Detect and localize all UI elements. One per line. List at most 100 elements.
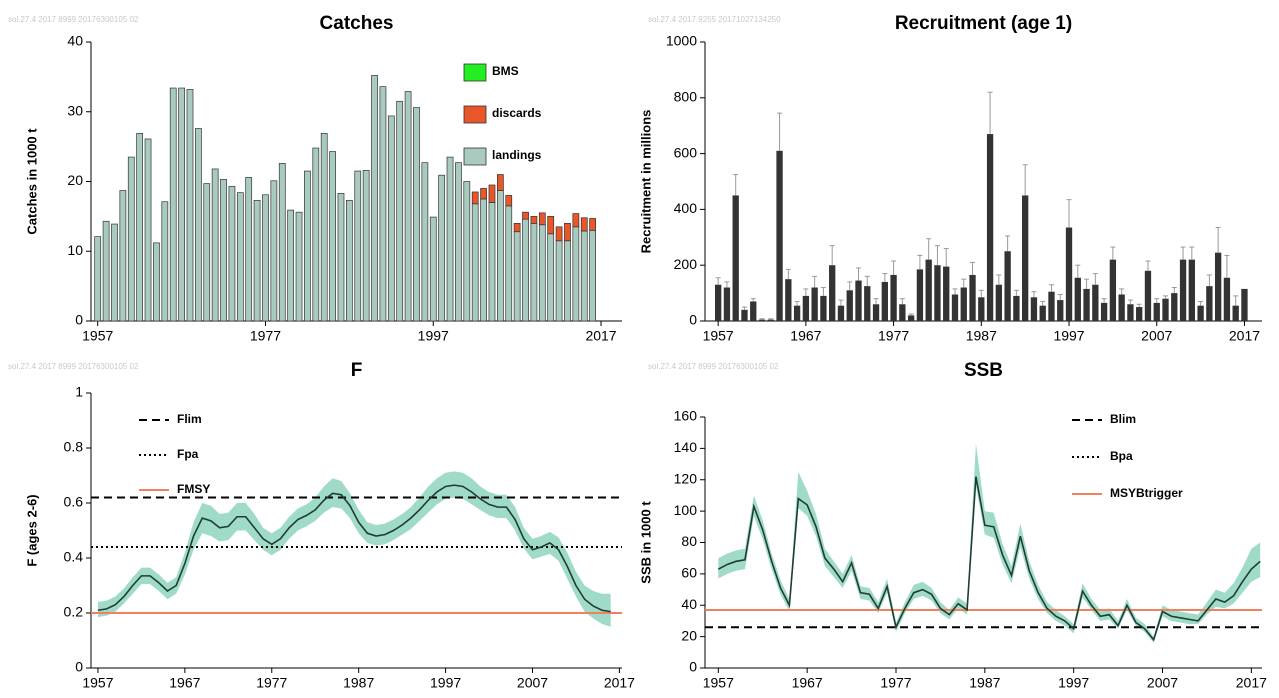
x-tick-label: 1967 xyxy=(790,328,821,344)
bar xyxy=(934,265,941,321)
x-tick-label: 2007 xyxy=(517,675,548,691)
bar-segment xyxy=(345,199,353,322)
bar-segment xyxy=(505,205,513,322)
bar-segment xyxy=(513,231,521,322)
bar-segment xyxy=(211,168,219,322)
watermark: sol.27.4 2017 8999 20176300105 02 xyxy=(8,362,139,371)
y-tick-label: 600 xyxy=(674,144,698,160)
y-tick-label: 0.4 xyxy=(64,549,84,565)
bar-segment xyxy=(555,240,563,322)
y-tick-label: 200 xyxy=(674,256,698,272)
legend-label: Bpa xyxy=(1110,449,1133,463)
confidence-band xyxy=(97,471,611,627)
x-tick-label: 1987 xyxy=(969,675,1000,691)
bar xyxy=(864,286,871,321)
bar-segment xyxy=(102,220,110,322)
legend-label: MSYBtrigger xyxy=(1110,486,1183,500)
watermark: sol.27.4 2017 8999 20176300105 02 xyxy=(648,362,779,371)
panel: sol.27.4 2017 8999 20176300105 02 SSB SSB … xyxy=(638,360,1267,691)
bar-segment xyxy=(471,203,479,322)
bar-segment xyxy=(295,211,303,322)
bar-segment xyxy=(496,190,504,322)
bar xyxy=(916,269,924,321)
bar xyxy=(872,304,880,321)
y-axis-label: F (ages 2-6) xyxy=(24,494,39,566)
y-tick-label: 0.2 xyxy=(64,604,84,620)
bar-segment xyxy=(127,156,135,322)
bar-segment xyxy=(572,213,580,228)
x-tick-label: 1957 xyxy=(82,328,113,344)
bar xyxy=(855,280,862,321)
y-tick-label: 20 xyxy=(681,627,697,643)
bar-segment xyxy=(488,202,496,322)
bar-segment xyxy=(304,170,311,322)
bar-segment xyxy=(270,180,278,322)
bar xyxy=(1057,300,1064,321)
bar xyxy=(1100,302,1108,321)
y-tick-label: 80 xyxy=(681,533,697,549)
x-tick-label: 1987 xyxy=(343,675,374,691)
bar-segment xyxy=(538,224,546,322)
bar-segment xyxy=(178,87,185,322)
bar-segment xyxy=(262,194,269,322)
watermark: sol.27.4 2017 9255 20171027134250 xyxy=(648,15,781,24)
bar-segment xyxy=(463,181,471,322)
bar-segment xyxy=(530,223,538,322)
legend-label: discards xyxy=(492,106,542,120)
bar xyxy=(890,274,897,321)
bar-segment xyxy=(438,174,446,322)
y-tick-label: 0.6 xyxy=(64,494,84,510)
legend-label: BMS xyxy=(492,64,519,78)
y-tick-label: 0 xyxy=(689,312,697,328)
bar xyxy=(1048,291,1055,321)
bar-segment xyxy=(379,86,387,322)
x-tick-label: 1977 xyxy=(256,675,287,691)
bar xyxy=(951,294,959,321)
bar-segment xyxy=(371,75,378,322)
bar-segment xyxy=(253,199,261,322)
line xyxy=(717,476,1261,642)
bar xyxy=(1004,251,1011,321)
bar-segment xyxy=(580,230,588,322)
bar-segment xyxy=(169,87,177,322)
bar-segment xyxy=(337,193,345,322)
x-tick-label: 1997 xyxy=(1053,328,1084,344)
y-tick-label: 0 xyxy=(689,659,697,675)
bar-segment xyxy=(496,174,504,191)
legend-label: Flim xyxy=(177,412,202,426)
bar xyxy=(1109,259,1117,321)
bar-segment xyxy=(153,242,160,322)
bar-segment xyxy=(572,226,580,322)
panel: sol.27.4 2017 8999 20176300105 02 F F (age… xyxy=(8,360,635,691)
y-tick-label: 20 xyxy=(67,172,83,188)
bar xyxy=(1136,307,1143,321)
bar xyxy=(723,287,731,321)
bar xyxy=(811,287,818,321)
y-tick-label: 120 xyxy=(674,470,698,486)
bar xyxy=(820,295,827,321)
bar-segment xyxy=(429,216,437,322)
y-axis-label: SSB in 1000 t xyxy=(638,501,653,584)
x-tick-label: 1967 xyxy=(169,675,200,691)
bar-segment xyxy=(144,138,152,322)
bar xyxy=(943,266,950,321)
bar xyxy=(1118,294,1125,321)
x-tick-label: 1967 xyxy=(792,675,823,691)
bar xyxy=(776,150,783,321)
bar-segment xyxy=(220,179,227,322)
bar-segment xyxy=(564,223,571,242)
chart-title: Catches xyxy=(320,13,394,34)
y-tick-label: 100 xyxy=(674,502,698,518)
bar xyxy=(750,301,757,321)
bar xyxy=(1065,227,1073,321)
bar xyxy=(1144,270,1152,321)
bar-segment xyxy=(538,212,546,226)
bar xyxy=(1127,304,1134,321)
y-tick-label: 30 xyxy=(67,102,83,118)
bar xyxy=(925,259,932,321)
bar-segment xyxy=(312,147,320,322)
bar xyxy=(978,297,985,321)
legend-label: Blim xyxy=(1110,412,1136,426)
bar xyxy=(1083,288,1090,321)
